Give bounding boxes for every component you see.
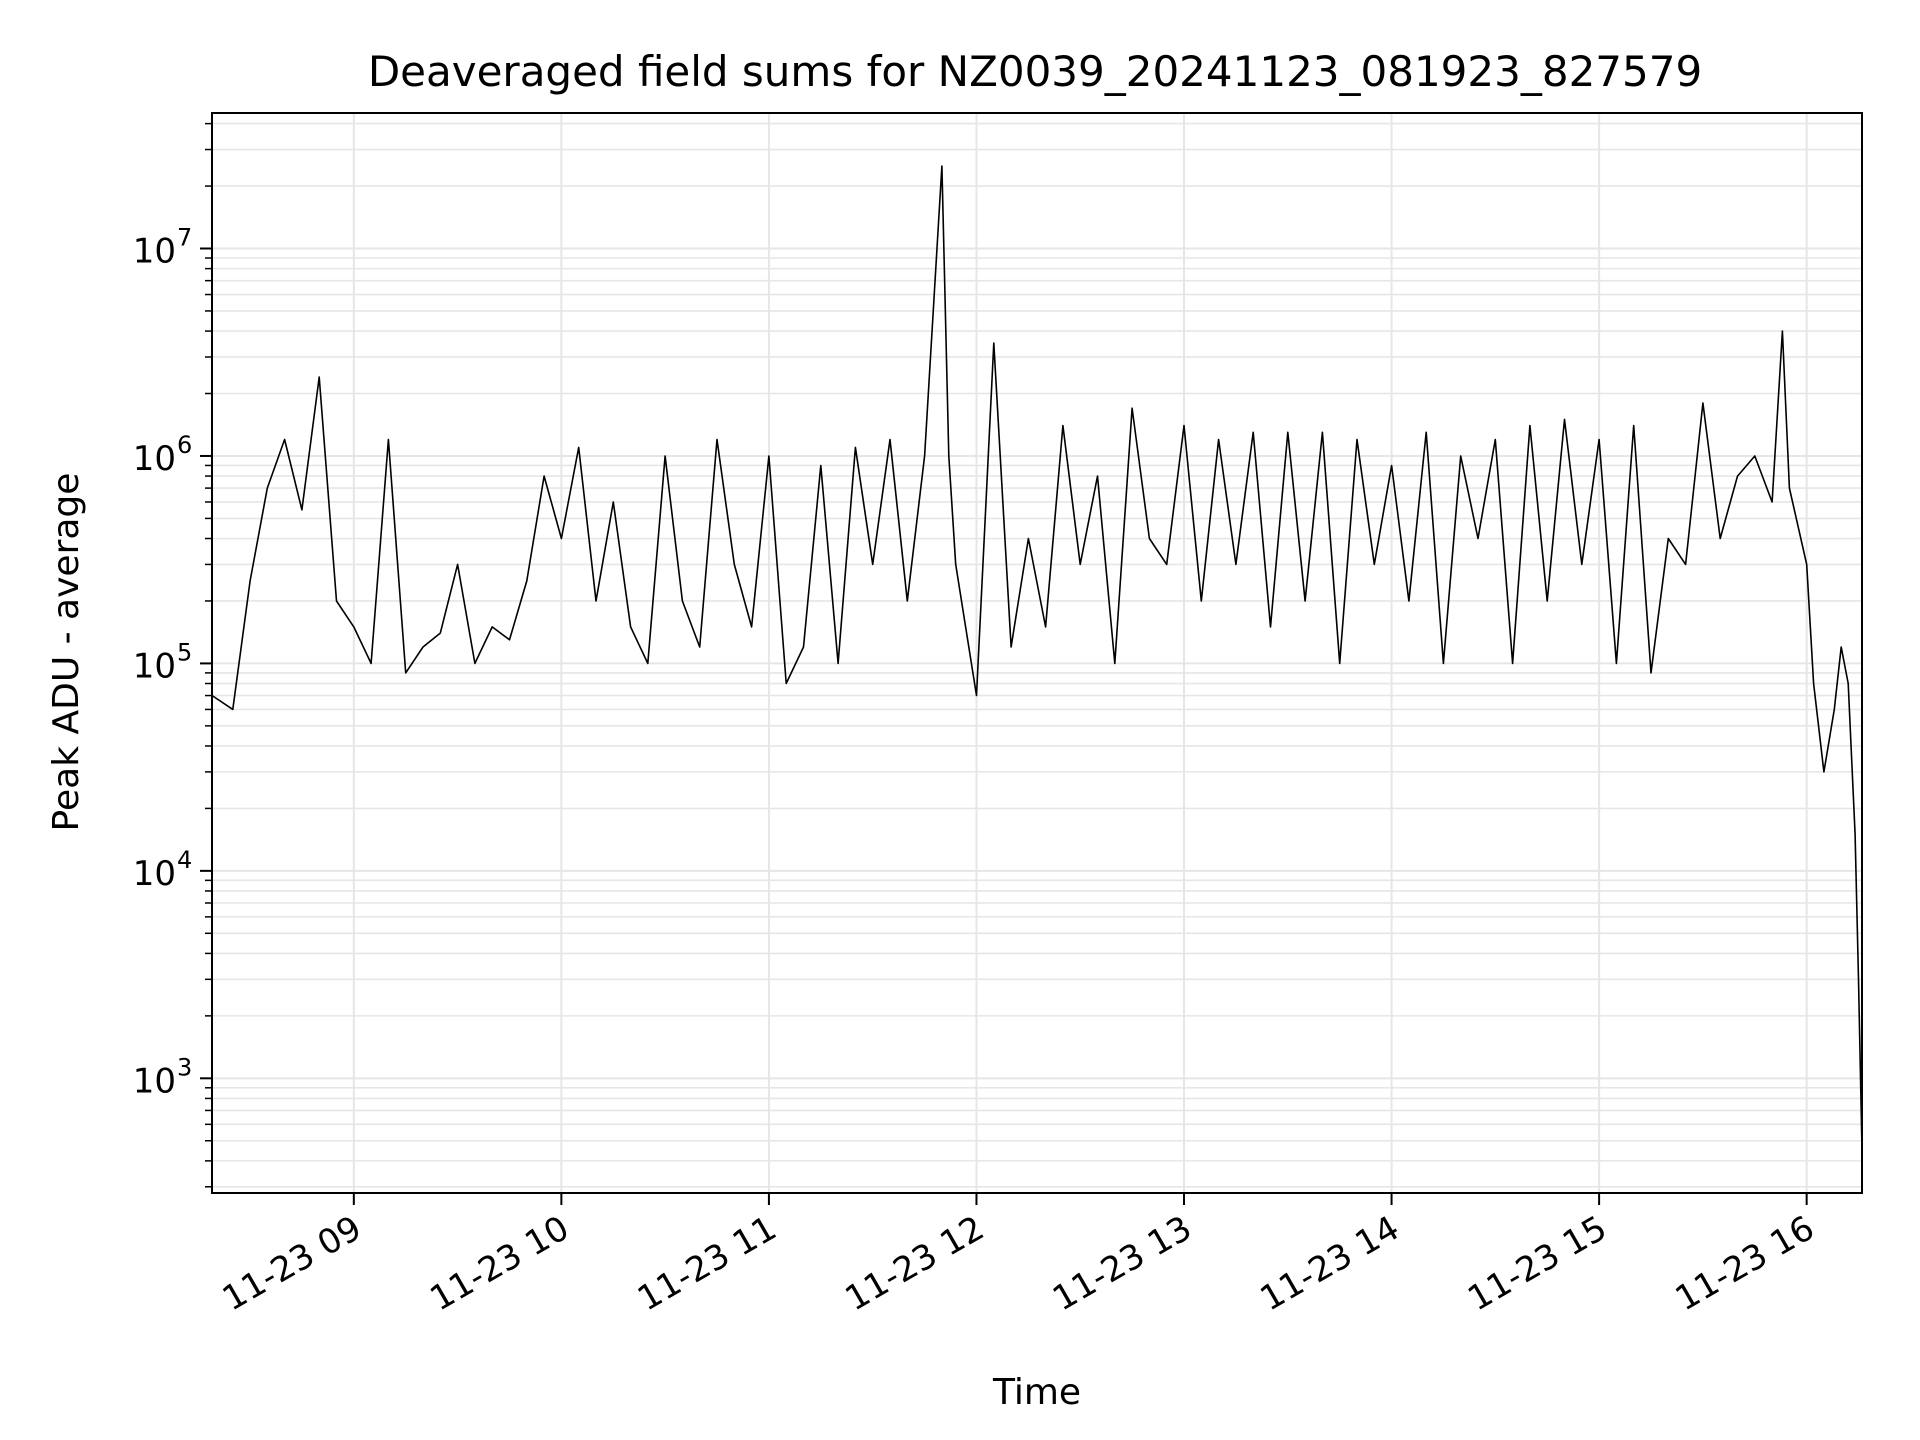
y-axis-label: Peak ADU - average [46,473,87,832]
y-tick-exponent: 3 [177,1053,192,1081]
x-axis-label: Time [992,1372,1081,1413]
y-tick-base: 10 [133,1061,176,1101]
y-tick-label: 10 5 [133,638,193,686]
y-tick-exponent: 6 [177,431,192,459]
y-tick-exponent: 7 [177,224,192,252]
y-tick-base: 10 [133,439,176,479]
y-tick-label: 10 7 [133,224,193,272]
data-line-layer [211,165,1863,1151]
chart-title: Deaveraged field sums for NZ0039_2024112… [368,47,1702,96]
y-tick-base: 10 [133,646,176,686]
y-tick-label: 10 4 [133,846,193,894]
y-tick-exponent: 5 [177,638,192,666]
series-line [211,165,1863,1151]
plot-frame [211,112,1863,1194]
y-tick-exponent: 4 [177,846,192,874]
y-tick-base: 10 [133,232,176,272]
y-tick-base: 10 [133,854,176,894]
y-tick-label: 10 6 [133,431,193,479]
grid-layer [212,113,1862,1193]
y-tick-label: 10 3 [133,1053,193,1101]
